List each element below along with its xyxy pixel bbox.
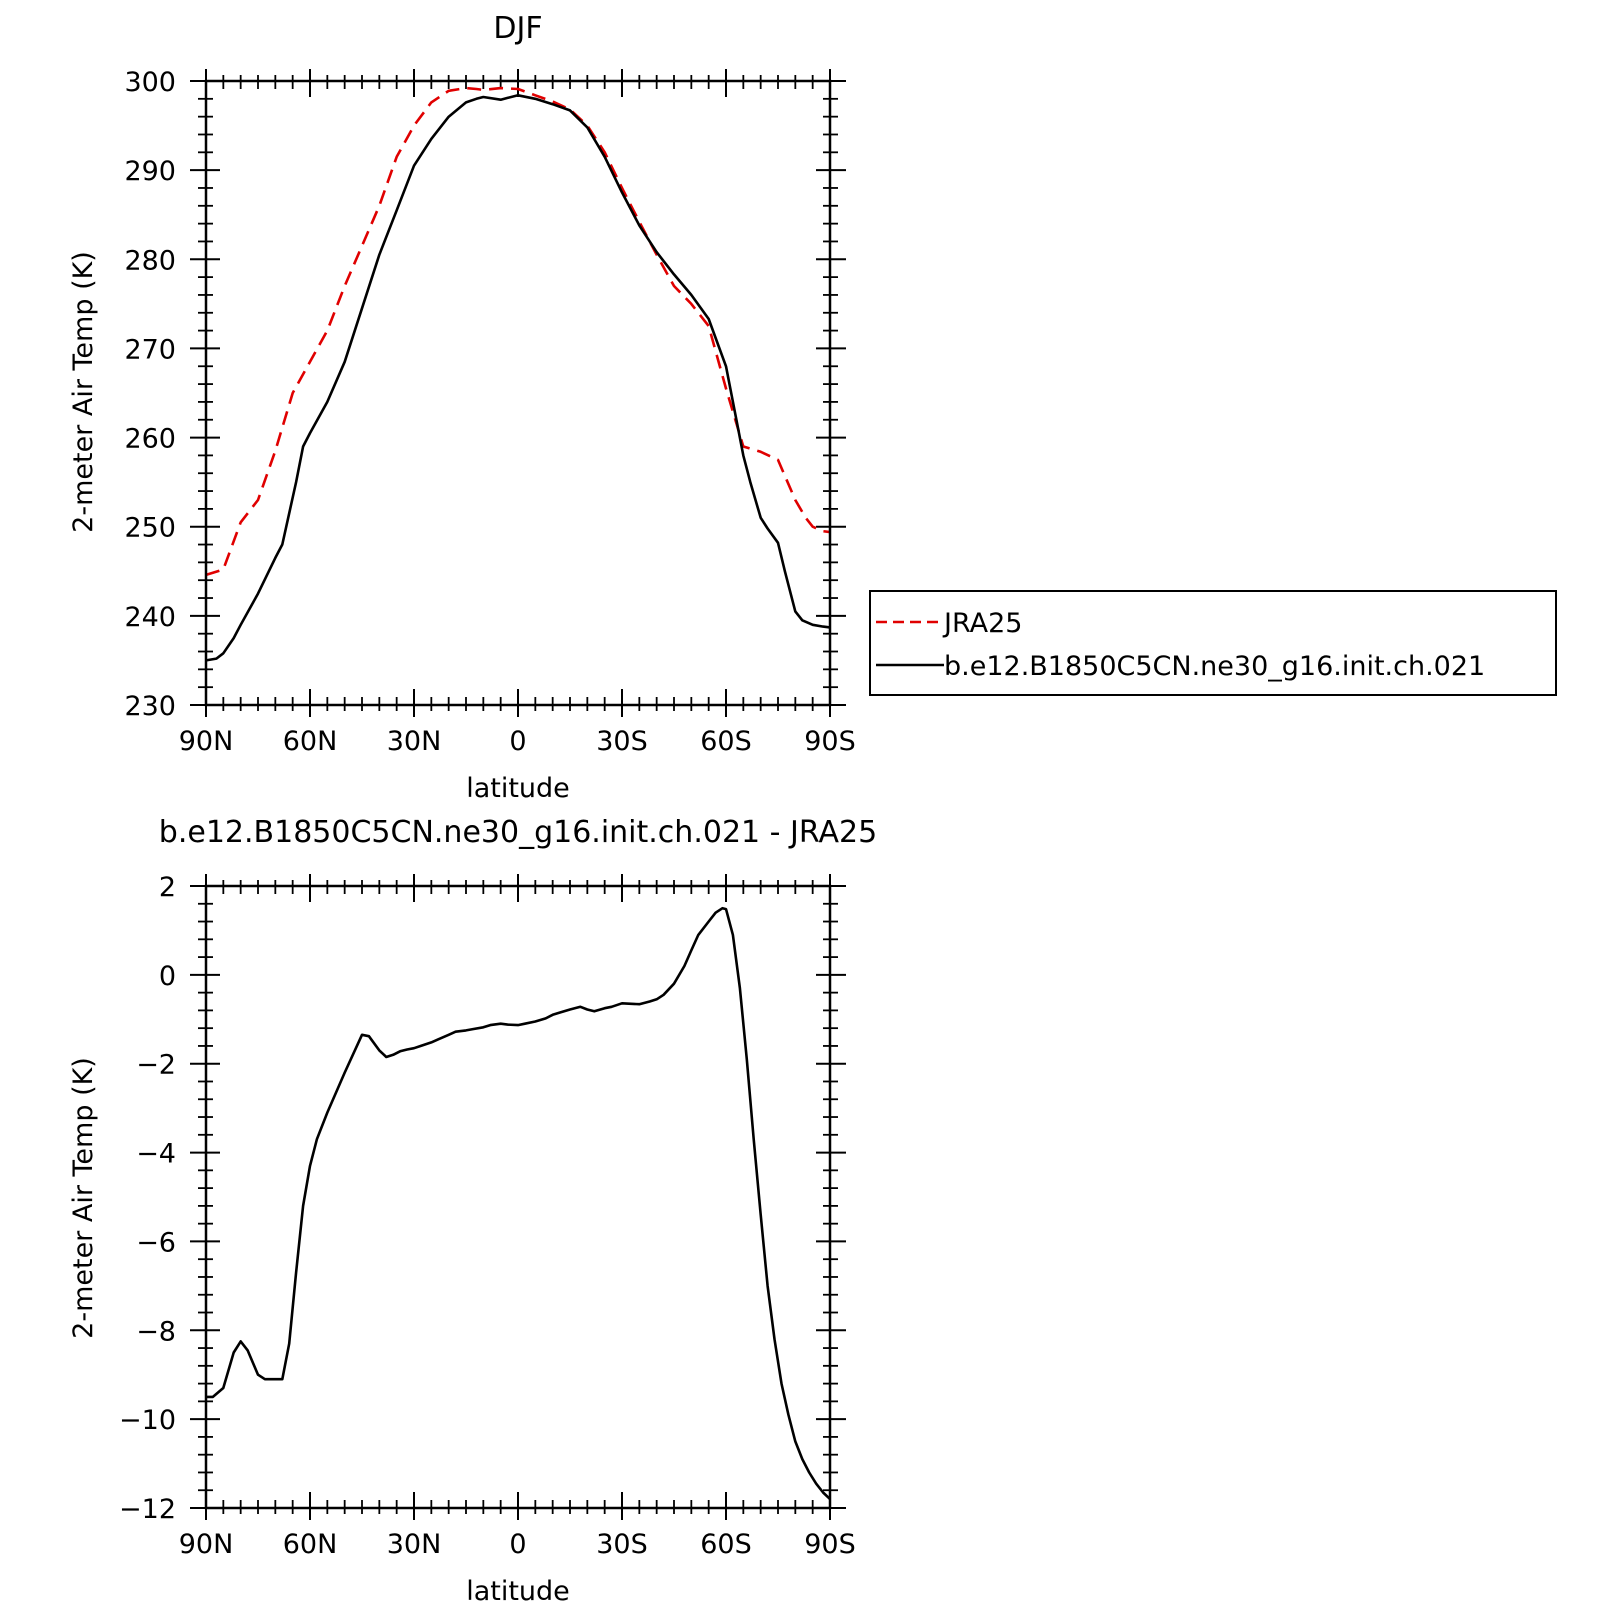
- y-tick-label: 270: [124, 334, 176, 365]
- bottom-y-axis-label: 2-meter Air Temp (K): [68, 1057, 99, 1339]
- x-tick-label: 0: [509, 726, 526, 757]
- legend-label-model: b.e12.B1850C5CN.ne30_g16.init.ch.021: [944, 651, 1485, 682]
- legend-box: [869, 590, 1557, 696]
- top-panel: DJF latitude 2-meter Air Temp (K) 90N 60N…: [68, 11, 856, 804]
- y-tick-label: 250: [124, 513, 176, 544]
- series-line-jra25: [205, 86, 831, 577]
- y-tick-label: 290: [124, 156, 176, 187]
- bottom-series: [206, 906, 831, 1501]
- x-tick-label: 90S: [804, 726, 856, 757]
- top-plot-frame: [204, 79, 832, 707]
- x-tick-label: 60N: [283, 1529, 338, 1560]
- bottom-x-axis-label: latitude: [466, 1576, 570, 1607]
- bottom-panel: b.e12.B1850C5CN.ne30_g16.init.ch.021 - J…: [68, 815, 877, 1607]
- bottom-plot-frame: [204, 884, 832, 1510]
- top-tick-labels: 90N 60N 30N 0 30S 60S 90S 230 240 250 260 270 280 290…: [124, 67, 855, 757]
- top-x-axis-label: latitude: [466, 773, 570, 804]
- bottom-ticks: [190, 874, 846, 1520]
- bottom-tick-labels: 90N 60N 30N 0 30S 60S 90S −12 −10 −8 −6 −4 −2 0 2: [119, 872, 856, 1560]
- y-tick-label: −4: [136, 1139, 176, 1170]
- y-tick-label: 240: [124, 602, 176, 633]
- x-tick-label: 30S: [596, 726, 648, 757]
- y-tick-label: 2: [159, 872, 176, 903]
- x-tick-label: 30S: [596, 1529, 648, 1560]
- y-tick-label: 280: [124, 245, 176, 276]
- top-series: [205, 86, 831, 662]
- x-tick-label: 90N: [179, 1529, 234, 1560]
- x-tick-label: 60N: [283, 726, 338, 757]
- x-tick-label: 90N: [179, 726, 234, 757]
- legend-label-jra25: JRA25: [942, 608, 1022, 639]
- x-tick-label: 30N: [387, 1529, 442, 1560]
- y-tick-label: −2: [136, 1050, 176, 1081]
- top-chart-title: DJF: [493, 11, 542, 46]
- y-tick-label: −10: [119, 1405, 176, 1436]
- legend: JRA25 b.e12.B1850C5CN.ne30_g16.init.ch.0…: [869, 590, 1557, 696]
- y-tick-label: 260: [124, 424, 176, 455]
- top-y-axis-label: 2-meter Air Temp (K): [68, 251, 99, 533]
- y-tick-label: 0: [159, 961, 176, 992]
- x-tick-label: 30N: [387, 726, 442, 757]
- top-ticks: [190, 69, 846, 717]
- y-tick-label: 230: [124, 691, 176, 722]
- y-tick-label: −12: [119, 1494, 176, 1525]
- series-line-difference: [206, 906, 831, 1501]
- x-tick-label: 60S: [700, 1529, 752, 1560]
- y-tick-label: −6: [136, 1227, 176, 1258]
- series-line-b-e12-b1850c5cn-ne30-g16-init-ch-021: [205, 94, 831, 662]
- y-tick-label: 300: [124, 67, 176, 98]
- bottom-chart-title: b.e12.B1850C5CN.ne30_g16.init.ch.021 - J…: [159, 815, 877, 850]
- y-tick-label: −8: [136, 1316, 176, 1347]
- x-tick-label: 0: [509, 1529, 526, 1560]
- x-tick-label: 60S: [700, 726, 752, 757]
- x-tick-label: 90S: [804, 1529, 856, 1560]
